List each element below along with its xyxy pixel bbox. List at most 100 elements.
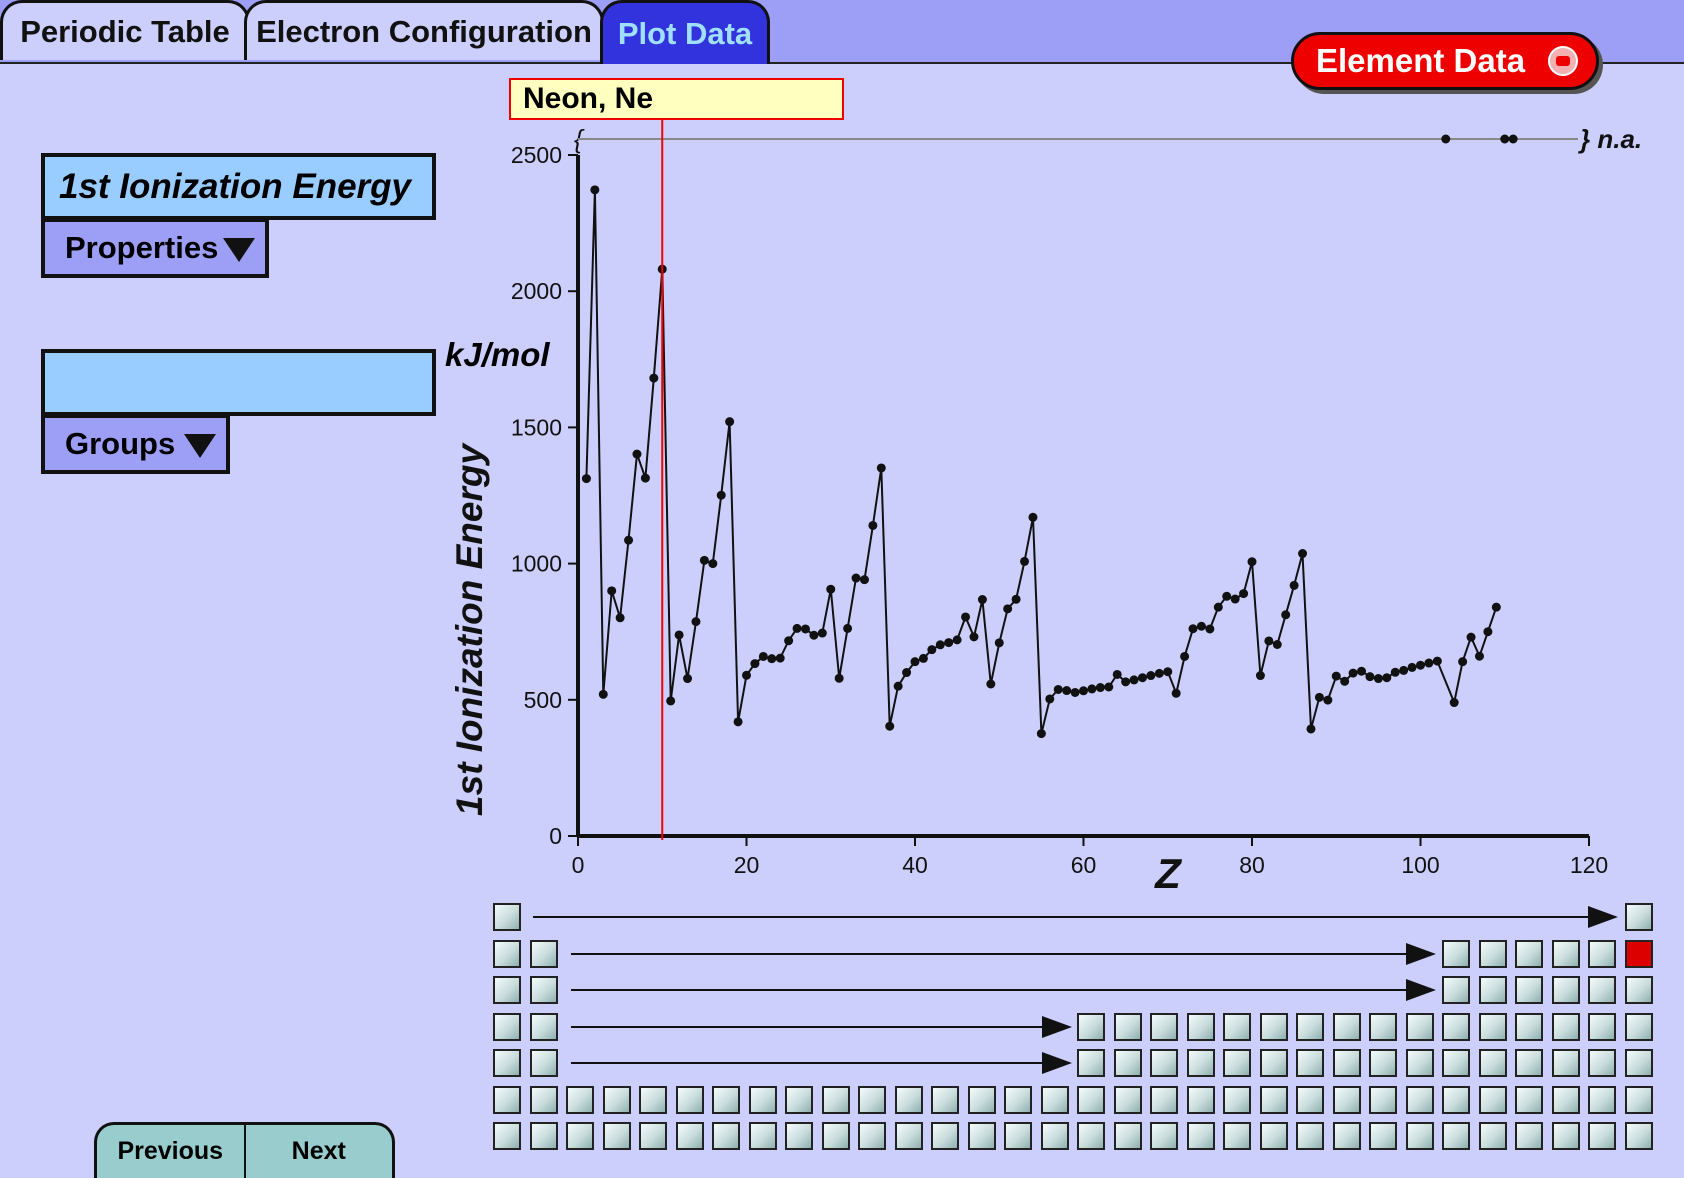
- element-cell[interactable]: [785, 1122, 813, 1150]
- element-cell[interactable]: [931, 1085, 959, 1114]
- element-cell[interactable]: [1369, 1012, 1397, 1041]
- element-cell[interactable]: [1478, 1012, 1507, 1041]
- element-cell[interactable]: [1004, 1085, 1032, 1114]
- element-cell[interactable]: [602, 1122, 631, 1150]
- element-cell[interactable]: [1515, 1049, 1543, 1077]
- element-cell[interactable]: [1442, 1085, 1470, 1114]
- element-cell[interactable]: [1588, 1049, 1616, 1077]
- element-cell[interactable]: [1551, 1122, 1580, 1150]
- element-cell[interactable]: [1186, 1049, 1215, 1077]
- element-cell[interactable]: [602, 1085, 631, 1114]
- properties-dropdown[interactable]: Properties: [41, 218, 269, 278]
- element-cell[interactable]: [712, 1085, 740, 1114]
- element-cell[interactable]: [967, 1122, 996, 1150]
- element-cell[interactable]: [1332, 1012, 1361, 1041]
- element-cell[interactable]: [1296, 1049, 1324, 1077]
- element-cell[interactable]: [1332, 1122, 1361, 1150]
- element-cell[interactable]: [1077, 1122, 1105, 1150]
- element-cell[interactable]: [1113, 1085, 1142, 1114]
- groups-dropdown[interactable]: Groups: [41, 414, 230, 474]
- element-cell[interactable]: [1369, 1049, 1397, 1077]
- element-cell[interactable]: [1442, 976, 1470, 1004]
- element-cell[interactable]: [1624, 1012, 1653, 1041]
- tab-periodic-table[interactable]: Periodic Table: [0, 0, 250, 60]
- element-cell[interactable]: [1077, 1049, 1105, 1077]
- element-cell[interactable]: [1405, 1085, 1434, 1114]
- element-cell[interactable]: [1259, 1122, 1288, 1150]
- element-cell[interactable]: [1588, 939, 1616, 968]
- element-cell[interactable]: [748, 1122, 777, 1150]
- element-cell[interactable]: [566, 1122, 594, 1150]
- element-cell[interactable]: [493, 903, 521, 931]
- element-cell[interactable]: [1405, 1122, 1434, 1150]
- next-button[interactable]: Next: [291, 1137, 346, 1165]
- element-cell[interactable]: [1369, 1122, 1397, 1150]
- element-cell[interactable]: [493, 939, 521, 968]
- element-cell[interactable]: [493, 1122, 521, 1150]
- element-cell[interactable]: [1515, 1085, 1543, 1114]
- element-cell[interactable]: [1551, 976, 1580, 1004]
- element-cell[interactable]: [639, 1122, 667, 1150]
- element-cell[interactable]: [1405, 1012, 1434, 1041]
- element-cell[interactable]: [1405, 1049, 1434, 1077]
- element-cell[interactable]: [1624, 976, 1653, 1004]
- element-cell[interactable]: [1186, 1122, 1215, 1150]
- element-cell[interactable]: [675, 1122, 704, 1150]
- element-cell[interactable]: [1004, 1122, 1032, 1150]
- element-cell[interactable]: [493, 1085, 521, 1114]
- element-cell[interactable]: [1588, 1085, 1616, 1114]
- element-cell[interactable]: [1223, 1085, 1251, 1114]
- element-cell[interactable]: [1040, 1122, 1069, 1150]
- element-cell[interactable]: [1442, 1049, 1470, 1077]
- element-cell[interactable]: [894, 1122, 923, 1150]
- element-cell[interactable]: [712, 1122, 740, 1150]
- element-cell[interactable]: [1186, 1085, 1215, 1114]
- element-cell[interactable]: [1442, 939, 1470, 968]
- tab-plot-data[interactable]: Plot Data: [600, 0, 770, 64]
- element-cell[interactable]: [1077, 1012, 1105, 1041]
- element-cell[interactable]: [529, 1122, 558, 1150]
- element-cell[interactable]: [1150, 1122, 1178, 1150]
- element-cell[interactable]: [1478, 1085, 1507, 1114]
- element-cell[interactable]: [1442, 1122, 1470, 1150]
- element-cell[interactable]: [1186, 1012, 1215, 1041]
- element-cell[interactable]: [1113, 1049, 1142, 1077]
- element-cell[interactable]: [894, 1085, 923, 1114]
- element-cell[interactable]: [493, 1049, 521, 1077]
- previous-button[interactable]: Previous: [97, 1125, 246, 1178]
- element-cell[interactable]: [1588, 1012, 1616, 1041]
- element-data-button[interactable]: Element Data: [1291, 32, 1599, 90]
- element-cell[interactable]: [1150, 1085, 1178, 1114]
- element-cell[interactable]: [1551, 1085, 1580, 1114]
- element-cell[interactable]: [1332, 1049, 1361, 1077]
- element-cell[interactable]: [1551, 1049, 1580, 1077]
- element-cell[interactable]: [639, 1085, 667, 1114]
- element-cell[interactable]: [529, 1012, 558, 1041]
- element-cell[interactable]: [1113, 1122, 1142, 1150]
- element-cell[interactable]: [493, 1012, 521, 1041]
- element-cell[interactable]: [1077, 1085, 1105, 1114]
- element-cell[interactable]: [1150, 1012, 1178, 1041]
- element-cell[interactable]: [1223, 1049, 1251, 1077]
- element-cell[interactable]: [1259, 1012, 1288, 1041]
- element-cell[interactable]: [1259, 1049, 1288, 1077]
- element-cell[interactable]: [1624, 903, 1653, 931]
- element-cell[interactable]: [1624, 1085, 1653, 1114]
- element-cell[interactable]: [1223, 1012, 1251, 1041]
- element-cell[interactable]: [529, 939, 558, 968]
- element-cell[interactable]: [1478, 939, 1507, 968]
- element-cell[interactable]: [529, 1049, 558, 1077]
- element-cell[interactable]: [1442, 1012, 1470, 1041]
- element-cell[interactable]: [1040, 1085, 1069, 1114]
- element-cell[interactable]: [1296, 1012, 1324, 1041]
- element-cell[interactable]: [785, 1085, 813, 1114]
- element-cell[interactable]: [748, 1085, 777, 1114]
- element-cell[interactable]: [858, 1085, 886, 1114]
- element-cell[interactable]: [1515, 1012, 1543, 1041]
- element-cell[interactable]: [1478, 976, 1507, 1004]
- element-cell[interactable]: [967, 1085, 996, 1114]
- element-cell[interactable]: [1515, 976, 1543, 1004]
- element-cell[interactable]: [675, 1085, 704, 1114]
- element-cell[interactable]: [1515, 1122, 1543, 1150]
- element-cell[interactable]: [1332, 1085, 1361, 1114]
